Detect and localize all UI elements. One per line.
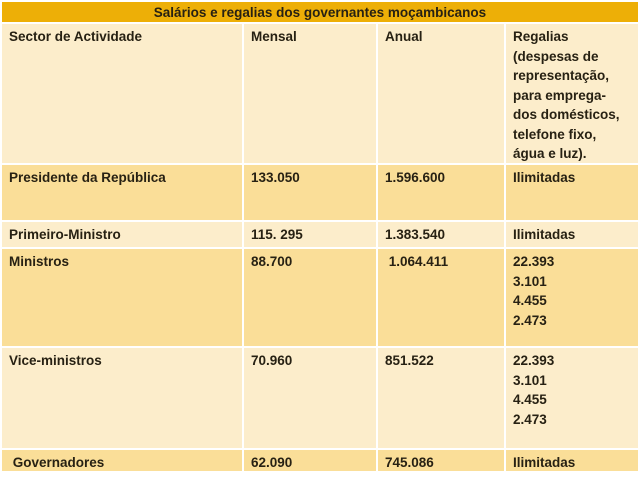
column-header-anual: Anual — [378, 24, 504, 163]
row-1-regalias: Ilimitadas — [506, 222, 638, 247]
salary-table: Sector de Actividade Mensal Anual Regali… — [2, 24, 638, 471]
row-0-anual: 1.596.600 — [378, 165, 504, 220]
row-3-sector: Vice-ministros — [2, 348, 242, 448]
row-1-sector: Primeiro-Ministro — [2, 222, 242, 247]
row-1-anual: 1.383.540 — [378, 222, 504, 247]
row-2-anual: 1.064.411 — [378, 249, 504, 346]
row-1-mensal: 115. 295 — [244, 222, 376, 247]
row-2-mensal: 88.700 — [244, 249, 376, 346]
row-0-regalias: Ilimitadas — [506, 165, 638, 220]
row-2-sector: Ministros — [2, 249, 242, 346]
row-3-regalias: 22.393 3.101 4.455 2.473 — [506, 348, 638, 448]
table-title: Salários e regalias dos governantes moça… — [2, 2, 638, 22]
row-4-anual: 745.086 — [378, 450, 504, 471]
row-0-mensal: 133.050 — [244, 165, 376, 220]
row-4-mensal: 62.090 — [244, 450, 376, 471]
row-4-regalias: Ilimitadas — [506, 450, 638, 471]
row-4-sector: Governadores — [2, 450, 242, 471]
column-header-sector: Sector de Actividade — [2, 24, 242, 163]
row-3-mensal: 70.960 — [244, 348, 376, 448]
row-0-sector: Presidente da República — [2, 165, 242, 220]
column-header-regalias: Regalias (despesas de representação, par… — [506, 24, 638, 163]
column-header-mensal: Mensal — [244, 24, 376, 163]
row-3-anual: 851.522 — [378, 348, 504, 448]
row-2-regalias: 22.393 3.101 4.455 2.473 — [506, 249, 638, 346]
